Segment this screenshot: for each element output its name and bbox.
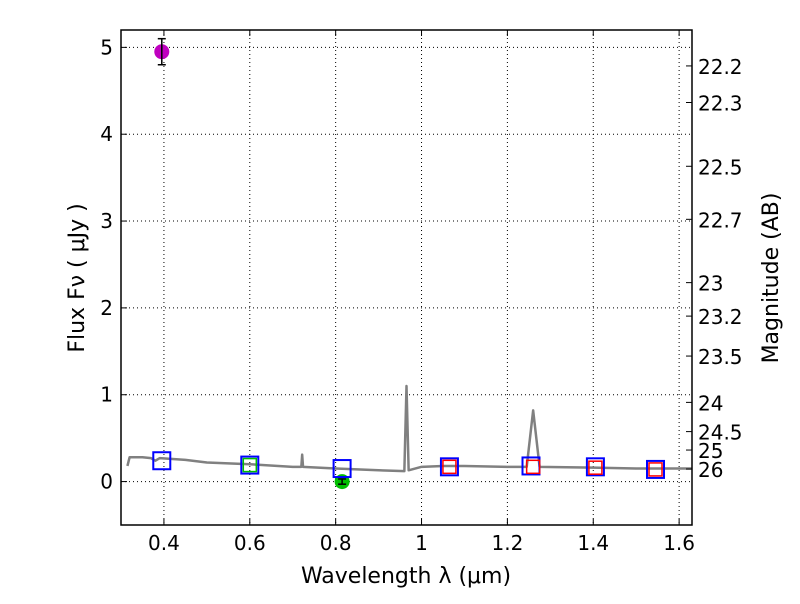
model-red-point: [648, 462, 663, 477]
right-tick-label: 22.3: [698, 91, 743, 115]
model-red-point: [525, 459, 541, 475]
axis-ticks: 0.4 0.6 0.8 1 1.2 1.4 1.601234522.222.322.522.…: [100, 30, 743, 555]
model-red-point: [442, 459, 457, 475]
x-tick-label: 1.4: [577, 531, 609, 555]
x-tick-label: 1.6: [663, 531, 695, 555]
right-tick-label: 26: [698, 458, 723, 482]
data-markers: [152, 37, 666, 490]
model-blue-point: [152, 451, 172, 471]
x-tick-label: 0.8: [320, 531, 352, 555]
x-tick-label: 0.6: [234, 531, 266, 555]
model-red-point: [588, 460, 603, 475]
right-tick-label: 22.5: [698, 155, 743, 179]
model-blue-point: [585, 457, 605, 477]
right-tick-label: 22.2: [698, 55, 743, 79]
y-tick-label: 3: [100, 209, 113, 233]
right-tick-label: 24: [698, 391, 723, 415]
y-tick-label: 5: [100, 35, 113, 59]
grid: [121, 30, 692, 525]
right-tick-label: 23.2: [698, 305, 743, 329]
model-blue-point: [646, 459, 666, 479]
right-tick-label: 23.5: [698, 345, 743, 369]
y-tick-label: 0: [100, 470, 113, 494]
model-blue-point: [240, 455, 260, 475]
right-tick-label: 22.7: [698, 208, 743, 232]
right-axis-label: Magnitude (AB): [759, 193, 784, 364]
x-tick-label: 1: [415, 531, 428, 555]
x-axis-label: Wavelength λ (μm): [301, 564, 511, 589]
spectrum-layer: [126, 384, 692, 473]
y-tick-label: 2: [100, 296, 113, 320]
right-tick-label: 25: [698, 439, 723, 463]
x-tick-label: 1.2: [491, 531, 523, 555]
plot-frame: [120, 29, 693, 526]
x-tick-label: 0.4: [148, 531, 180, 555]
right-tick-label: 23: [698, 272, 723, 296]
y-tick-label: 1: [100, 383, 113, 407]
model-green-point: [242, 457, 258, 473]
y-tick-label: 4: [100, 122, 113, 146]
right-tick-label: 24.5: [698, 421, 743, 445]
model-blue-point: [332, 459, 352, 479]
y-axis-label: Flux Fν ( μJy ): [65, 203, 90, 352]
model-blue-point: [439, 457, 459, 477]
model-spectrum-line: [126, 384, 692, 473]
